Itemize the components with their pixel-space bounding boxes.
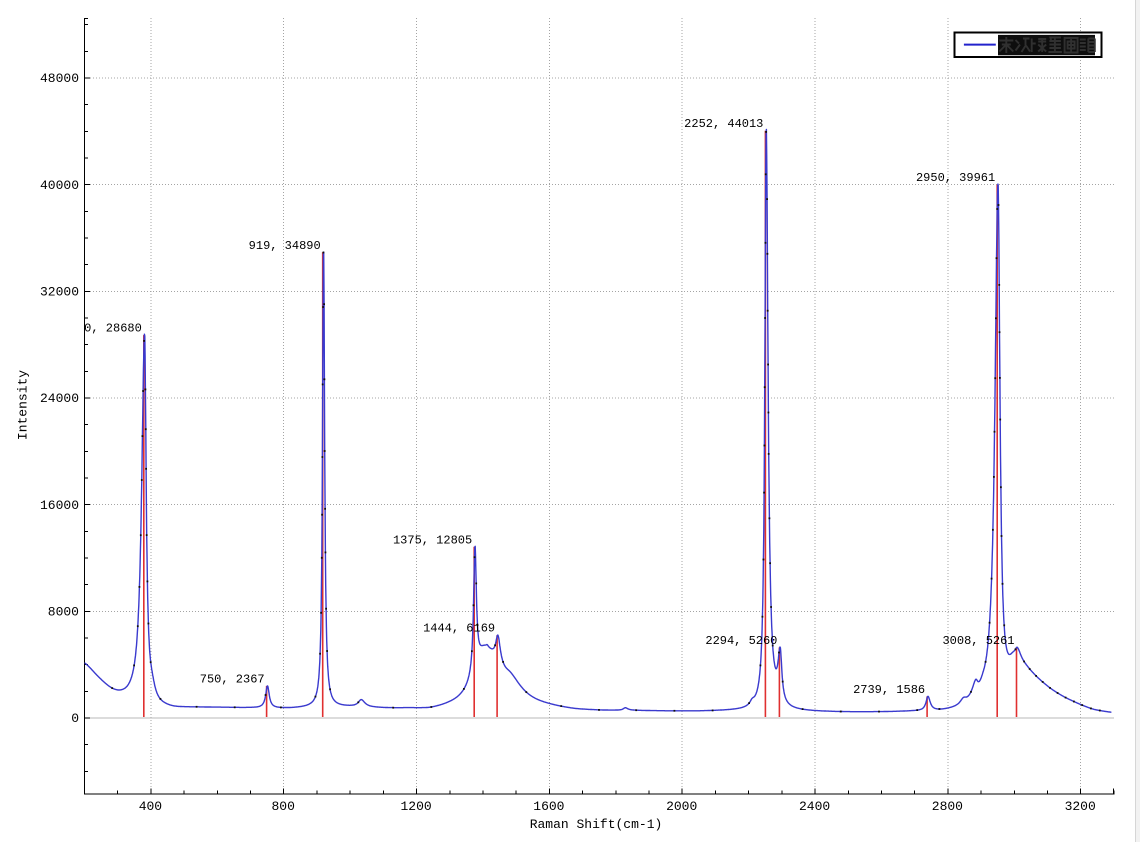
svg-text:400: 400 <box>139 799 162 814</box>
svg-text:1375, 12805: 1375, 12805 <box>393 533 472 547</box>
svg-text:Intensity: Intensity <box>16 370 31 440</box>
svg-text:3200: 3200 <box>1065 799 1096 814</box>
svg-text:2800: 2800 <box>932 799 963 814</box>
svg-text:2950, 39961: 2950, 39961 <box>916 171 995 185</box>
svg-text:919, 34890: 919, 34890 <box>249 239 321 253</box>
svg-text:750, 2367: 750, 2367 <box>200 672 265 686</box>
svg-text:48000: 48000 <box>40 71 79 86</box>
svg-text:3008, 5261: 3008, 5261 <box>942 634 1014 648</box>
svg-text:32000: 32000 <box>40 285 79 300</box>
svg-text:24000: 24000 <box>40 391 79 406</box>
svg-text:1600: 1600 <box>533 799 564 814</box>
svg-text:16000: 16000 <box>40 498 79 513</box>
svg-text:2739, 1586: 2739, 1586 <box>853 683 925 697</box>
svg-text:800: 800 <box>271 799 294 814</box>
svg-text:380, 28680: 380, 28680 <box>70 322 142 336</box>
svg-text:2294, 5260: 2294, 5260 <box>705 634 777 648</box>
svg-text:1444, 6169: 1444, 6169 <box>423 622 495 636</box>
svg-text:0: 0 <box>71 711 79 726</box>
svg-text:40000: 40000 <box>40 178 79 193</box>
svg-text:2000: 2000 <box>666 799 697 814</box>
svg-text:2400: 2400 <box>799 799 830 814</box>
svg-text:Raman Shift(cm-1): Raman Shift(cm-1) <box>530 817 663 832</box>
svg-text:8000: 8000 <box>48 605 79 620</box>
svg-text:1200: 1200 <box>400 799 431 814</box>
svg-text:2252, 44013: 2252, 44013 <box>684 117 763 131</box>
